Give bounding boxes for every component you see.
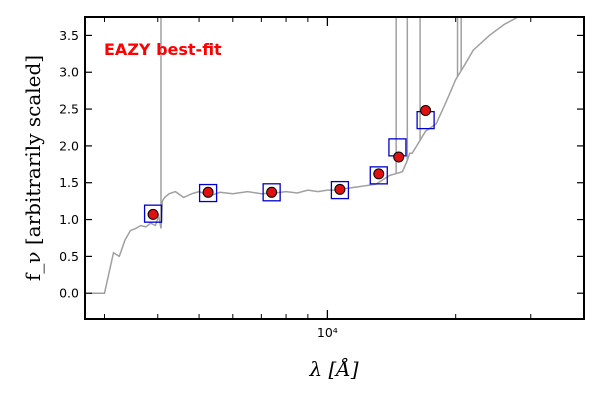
y-tick-label: 1.5 [59,175,79,190]
model-flux-box [330,180,350,200]
observed-flux-point [266,186,278,198]
x-axis-label: λ [Å] [308,356,358,381]
observed-flux-point [202,186,214,198]
model-flux-box [369,166,388,185]
observed-photometry-points [147,105,432,220]
plot-content [90,17,521,294]
observed-flux-point [420,105,432,117]
x-tick-label-major: 10⁴ [317,325,338,340]
y-tick-label: 2.5 [59,102,79,117]
model-flux-box [143,204,163,223]
observed-flux-point [393,151,405,163]
y-tick-label: 3.5 [59,28,79,43]
y-tick-label: 1.0 [59,212,79,227]
model-flux-box [198,183,218,203]
y-tick-label: 0.5 [59,249,79,264]
model-photometry-boxes [143,110,435,223]
observed-flux-point [147,208,159,220]
emission-lines [160,17,462,229]
y-tick-label: 0.0 [59,286,79,301]
y-axis-label: f_ν [arbitrarily scaled] [21,55,45,281]
model-flux-box [262,183,281,202]
observed-flux-point [373,168,385,180]
observed-flux-point [334,183,346,195]
y-axis-ticks: 0.0 0.5 1.0 1.5 2.0 2.5 3.0 3.5 [59,28,584,301]
y-tick-label: 2.0 [59,138,79,153]
plot-frame [84,16,585,320]
annotation-label: EAZY best-fit [104,40,222,59]
y-tick-label: 3.0 [59,65,79,80]
x-axis-ticks [104,17,532,319]
